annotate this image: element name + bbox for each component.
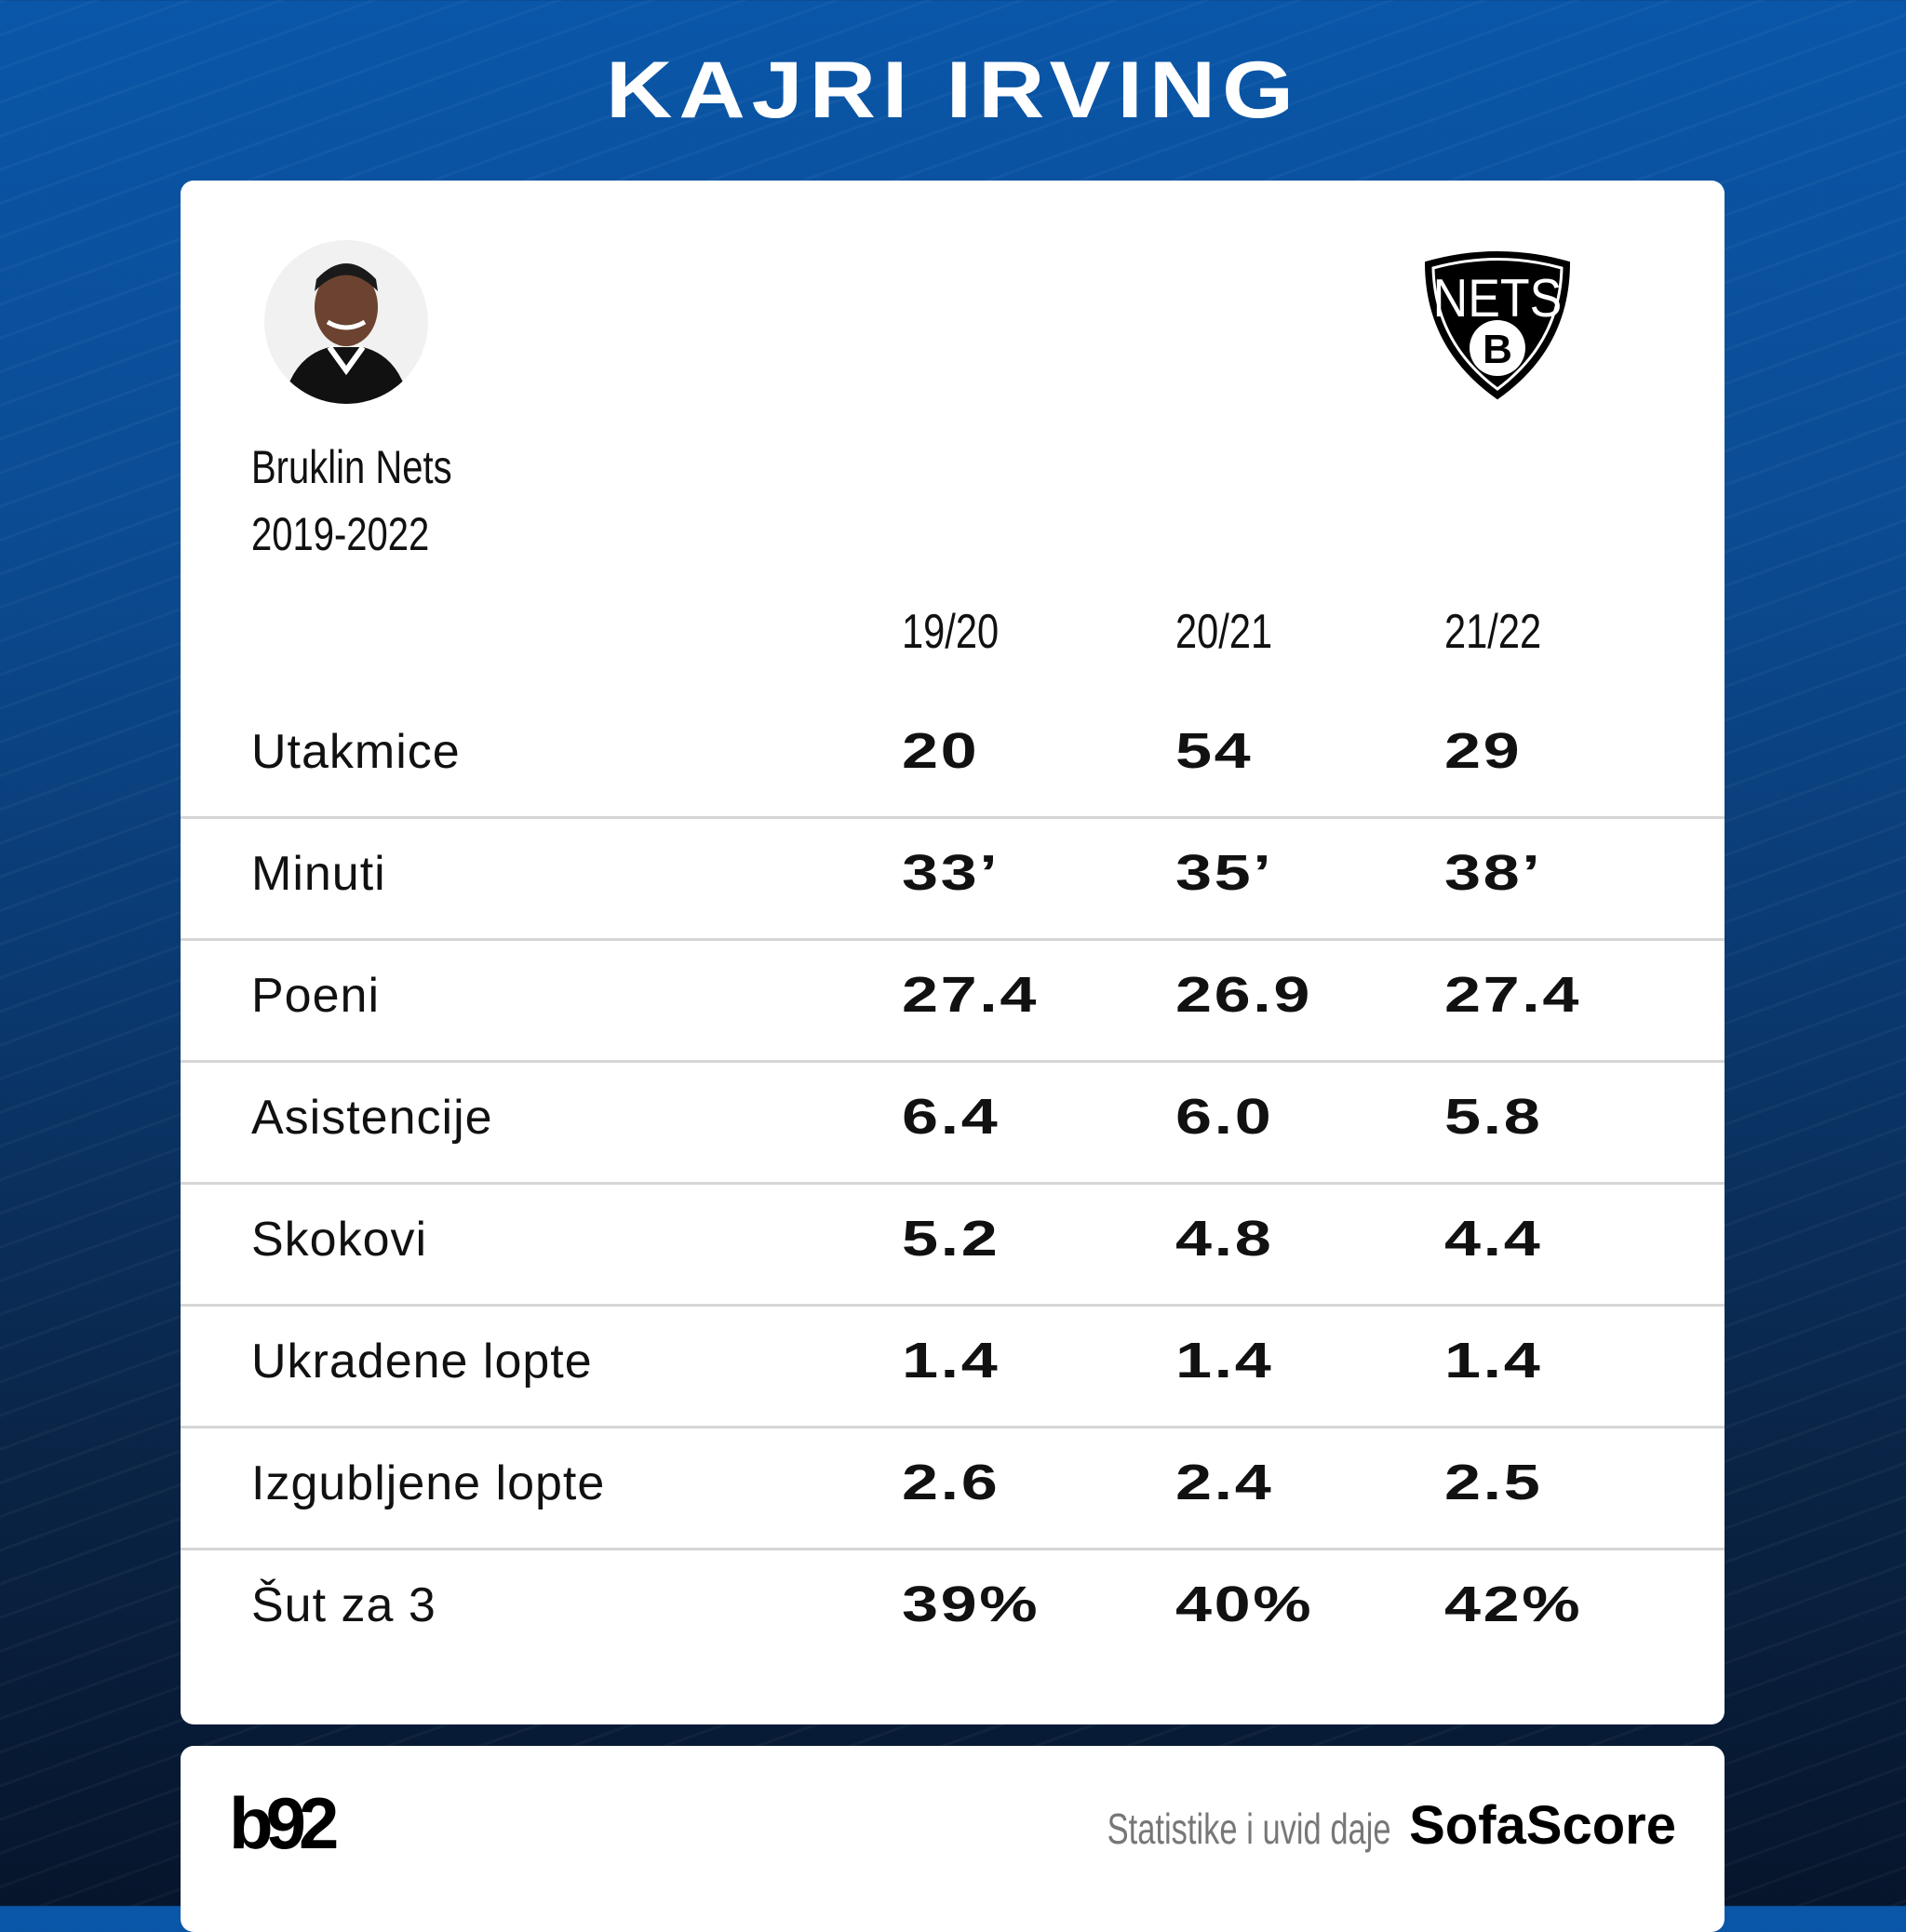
stat-value: 5.8 [1444, 1089, 1543, 1145]
stat-label: Izgubljene lopte [251, 1456, 606, 1510]
stat-value: 4.4 [1444, 1211, 1543, 1267]
stat-value: 4.8 [1175, 1211, 1274, 1267]
stats-card: Bruklin Nets 2019-2022 NETS B 19/20 20/2… [181, 181, 1725, 1724]
stat-row: Asistencije 6.4 6.0 5.8 [181, 1060, 1725, 1185]
stat-label: Poeni [251, 969, 380, 1023]
stat-label: Skokovi [251, 1213, 428, 1267]
stat-value: 27.4 [1444, 967, 1582, 1023]
stat-value: 54 [1175, 723, 1254, 779]
stat-label: Ukradene lopte [251, 1335, 593, 1389]
team-name: Bruklin Nets [251, 441, 452, 493]
page-title: KAJRI IRVING [606, 46, 1300, 135]
stat-value: 1.4 [1175, 1333, 1274, 1389]
svg-text:B: B [1483, 327, 1512, 372]
svg-text:NETS: NETS [1433, 269, 1563, 329]
stat-row: Šut za 3 39% 40% 42% [181, 1548, 1725, 1670]
stat-value: 2.6 [902, 1455, 1000, 1510]
footer: b92 Statistike i uvid daje SofaScore [181, 1746, 1725, 1932]
stat-label: Šut za 3 [251, 1578, 436, 1632]
stat-row: Ukradene lopte 1.4 1.4 1.4 [181, 1304, 1725, 1429]
stat-row: Izgubljene lopte 2.6 2.4 2.5 [181, 1426, 1725, 1550]
team-years: 2019-2022 [251, 508, 430, 560]
season-header: 20/21 [1175, 605, 1273, 659]
stat-label: Utakmice [251, 725, 461, 779]
stat-row: Utakmice 20 54 29 [181, 694, 1725, 819]
season-header: 19/20 [902, 605, 1000, 659]
stat-value: 40% [1175, 1576, 1314, 1632]
stat-value: 6.4 [902, 1089, 1000, 1145]
stat-value: 42% [1444, 1576, 1583, 1632]
stat-value: 1.4 [902, 1333, 1000, 1389]
team-info: Bruklin Nets 2019-2022 [251, 434, 452, 568]
stat-label: Asistencije [251, 1091, 493, 1145]
stat-row: Minuti 33’ 35’ 38’ [181, 816, 1725, 941]
player-photo [264, 240, 428, 404]
sofascore-logo: SofaScore [1409, 1795, 1676, 1856]
credit: Statistike i uvid daje SofaScore [1013, 1794, 1676, 1857]
stat-value: 26.9 [1175, 967, 1313, 1023]
stat-label: Minuti [251, 847, 386, 901]
credit-text: Statistike i uvid daje [1107, 1805, 1391, 1853]
stat-row: Skokovi 5.2 4.8 4.4 [181, 1182, 1725, 1307]
stat-value: 2.5 [1444, 1455, 1543, 1510]
stat-value: 29 [1444, 723, 1523, 779]
stat-value: 39% [902, 1576, 1040, 1632]
stat-value: 35’ [1175, 845, 1274, 901]
nets-logo: NETS B [1424, 251, 1571, 400]
stat-value: 33’ [902, 845, 1000, 901]
stat-value: 2.4 [1175, 1455, 1274, 1510]
stat-value: 20 [902, 723, 980, 779]
season-header: 21/22 [1444, 605, 1542, 659]
b92-logo: b92 [229, 1782, 339, 1864]
stat-value: 38’ [1444, 845, 1543, 901]
stat-row: Poeni 27.4 26.9 27.4 [181, 938, 1725, 1063]
stat-value: 5.2 [902, 1211, 1000, 1267]
stat-value: 27.4 [902, 967, 1040, 1023]
stat-value: 1.4 [1444, 1333, 1543, 1389]
stat-value: 6.0 [1175, 1089, 1274, 1145]
